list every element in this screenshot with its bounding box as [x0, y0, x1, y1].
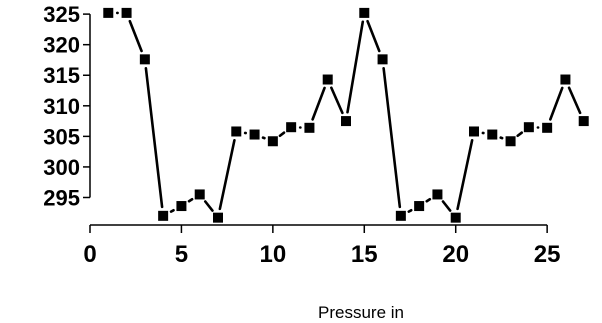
axes — [83, 13, 548, 233]
y-tick-label: 295 — [43, 185, 80, 210]
series-line-segment — [441, 200, 452, 212]
series-line-segment — [499, 136, 504, 140]
series-line-segment — [366, 19, 381, 53]
data-point-marker — [304, 122, 315, 133]
data-point-marker — [359, 7, 370, 18]
series-line-segment — [203, 200, 214, 212]
data-point-marker — [341, 116, 351, 127]
series-line-segment — [407, 208, 413, 213]
data-point-marker — [267, 136, 278, 147]
y-tick-label: 300 — [43, 155, 80, 180]
series-line-segment — [456, 138, 474, 211]
x-tick-label: 0 — [83, 241, 96, 268]
data-point-marker — [213, 212, 223, 223]
data-point-marker — [103, 7, 114, 18]
series-line-segment — [278, 131, 286, 138]
data-point-marker — [414, 201, 425, 212]
series-line-segment — [128, 19, 143, 53]
data-point-marker — [194, 189, 205, 200]
data-point-marker — [560, 74, 571, 85]
series-line-segment — [187, 197, 194, 203]
series-line-segment — [346, 20, 365, 114]
data-point-marker — [505, 136, 516, 147]
y-tick-label: 315 — [43, 63, 80, 88]
x-tick-label: 10 — [260, 241, 287, 268]
data-point-marker — [542, 122, 553, 133]
series-line-segment — [218, 138, 236, 211]
series-line-segment — [261, 136, 266, 140]
series-line-segment — [330, 86, 344, 115]
data-point-marker — [231, 126, 242, 137]
data-point-marker — [322, 74, 333, 85]
data-point-marker — [523, 122, 534, 133]
series-line-segment — [382, 66, 402, 209]
data-point-marker — [469, 126, 479, 137]
series-line-segment — [567, 86, 582, 115]
series-line-segment — [311, 86, 326, 121]
series-line-segment — [549, 86, 564, 121]
data-point-marker — [286, 122, 297, 133]
data-point-marker — [578, 116, 589, 127]
x-tick-label: 25 — [534, 241, 561, 268]
data-point-marker — [487, 129, 498, 140]
y-tick-label: 310 — [43, 94, 80, 119]
data-point-marker — [450, 212, 461, 223]
series-markers — [103, 7, 589, 223]
series-line-segment — [516, 131, 524, 138]
y-tick-label: 305 — [43, 124, 80, 149]
data-point-marker — [158, 210, 169, 221]
y-tick-label: 320 — [43, 33, 80, 58]
data-point-marker — [139, 54, 150, 65]
series-line-segment — [169, 208, 175, 213]
data-point-marker — [432, 189, 443, 200]
x-tick-label: 5 — [175, 241, 188, 268]
series-line-segment — [144, 66, 164, 209]
data-point-marker — [249, 129, 260, 140]
axis-labels: 295 300 305 310 315 320 325 0 5 10 15 20 25 Pressure … — [43, 2, 560, 322]
data-point-marker — [377, 54, 388, 65]
data-point-marker — [121, 7, 132, 18]
series-line-segment — [425, 197, 432, 203]
data-point-marker — [395, 210, 406, 221]
y-tick-label: 325 — [43, 2, 80, 27]
x-tick-label: 20 — [442, 241, 469, 268]
series-lines — [115, 11, 582, 213]
data-point-marker — [176, 201, 187, 212]
x-axis-label: Pressure in — [318, 303, 404, 322]
x-tick-label: 15 — [351, 241, 378, 268]
